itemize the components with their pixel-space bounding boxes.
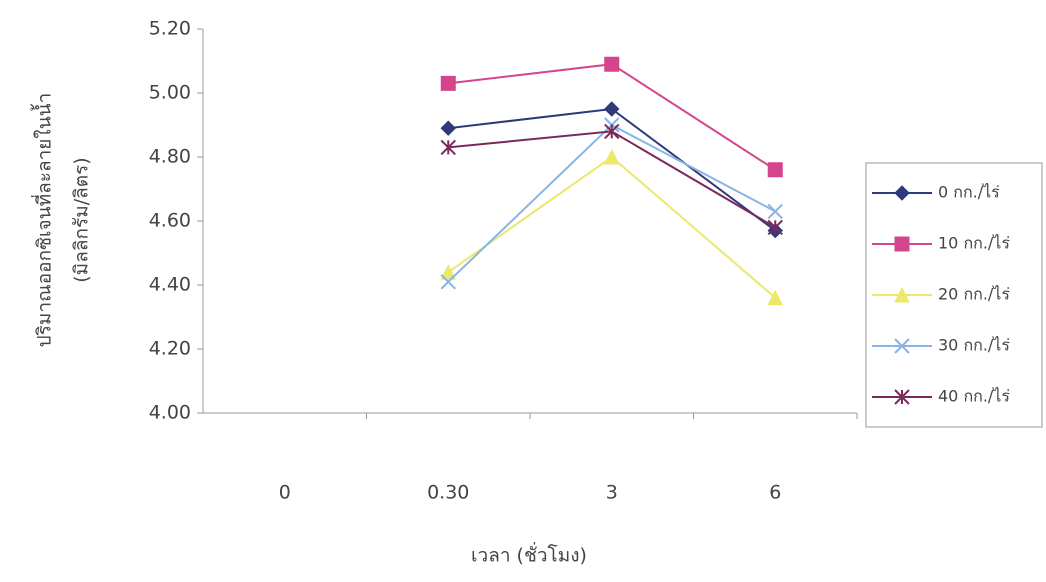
marker — [768, 204, 782, 218]
marker — [441, 76, 455, 90]
legend-label: 10 กก./ไร่ — [938, 234, 1010, 253]
series-line — [448, 131, 775, 227]
y-tick-label: 4.80 — [149, 146, 191, 168]
y-tick-label: 4.00 — [149, 402, 191, 424]
x-axis-title: เวลา (ชั่วโมง) — [471, 542, 587, 567]
y-tick-label: 4.60 — [149, 210, 191, 232]
x-tick-label: 0 — [279, 482, 291, 504]
series-line — [448, 157, 775, 298]
chart: เวลา (ชั่วโมง) ปริมาณออกซิเจนที่ละลายในน… — [0, 0, 1046, 578]
y-tick-label: 5.00 — [149, 82, 191, 104]
y-axis-title: ปริมาณออกซิเจนที่ละลายในน้ำ — [31, 93, 56, 348]
x-tick-label: 3 — [606, 482, 618, 504]
legend-label: 20 กก./ไร่ — [938, 285, 1010, 304]
marker — [605, 57, 619, 71]
legend-label: 40 กก./ไร่ — [938, 387, 1010, 406]
y-tick-label: 5.20 — [149, 18, 191, 40]
marker — [605, 102, 619, 116]
y-tick-label: 4.40 — [149, 274, 191, 296]
legend-label: 30 กก./ไร่ — [938, 336, 1010, 355]
legend-label: 0 กก./ไร่ — [938, 183, 1000, 202]
series-line — [448, 125, 775, 282]
y-axis-title: (มิลลิกรัม/ลิตร) — [71, 157, 93, 282]
marker — [768, 163, 782, 177]
y-tick-label: 4.20 — [149, 338, 191, 360]
marker — [605, 150, 619, 164]
marker — [441, 121, 455, 135]
x-tick-label: 0.30 — [427, 482, 469, 504]
x-tick-label: 6 — [769, 482, 781, 504]
marker — [895, 237, 909, 251]
